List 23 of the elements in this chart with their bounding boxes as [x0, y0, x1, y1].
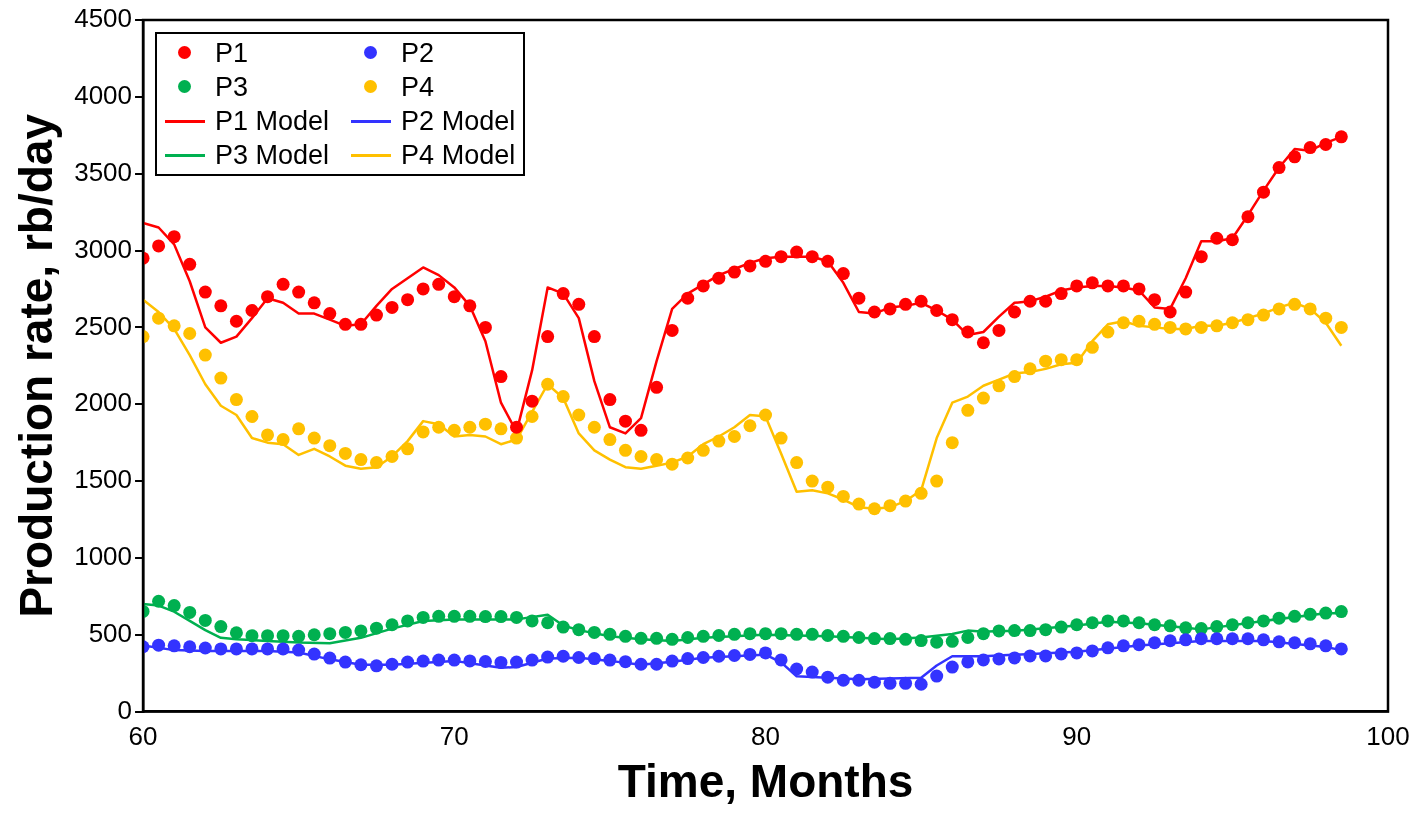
legend-label: P1 Model	[215, 105, 330, 138]
legend-label: P1	[215, 37, 249, 70]
legend-label: P4 Model	[401, 139, 516, 172]
x-tick-label: 100	[1366, 721, 1410, 752]
x-axis-title: Time, Months	[617, 755, 914, 808]
legend-label: P2	[401, 37, 435, 70]
x-tick-label: 70	[439, 721, 469, 752]
legend-label: P2 Model	[401, 105, 516, 138]
y-tick-label: 4500	[74, 3, 133, 34]
x-tick-label: 90	[1062, 721, 1092, 752]
legend-label: P3	[215, 71, 249, 104]
y-tick-label: 3500	[74, 156, 133, 187]
y-tick-label: 2500	[74, 310, 133, 341]
legend-label: P4	[401, 71, 435, 104]
y-tick-label: 4000	[74, 80, 133, 111]
y-tick-label: 2000	[74, 387, 133, 418]
y-tick-label: 500	[88, 617, 133, 648]
legend-label: P3 Model	[215, 139, 330, 172]
y-tick-label: 1500	[74, 464, 133, 495]
y-tick-label: 3000	[74, 233, 133, 264]
y-axis-title: Production rate, rb/day	[10, 113, 63, 618]
y-tick-label: 1000	[74, 541, 133, 572]
x-tick-label: 80	[751, 721, 780, 752]
